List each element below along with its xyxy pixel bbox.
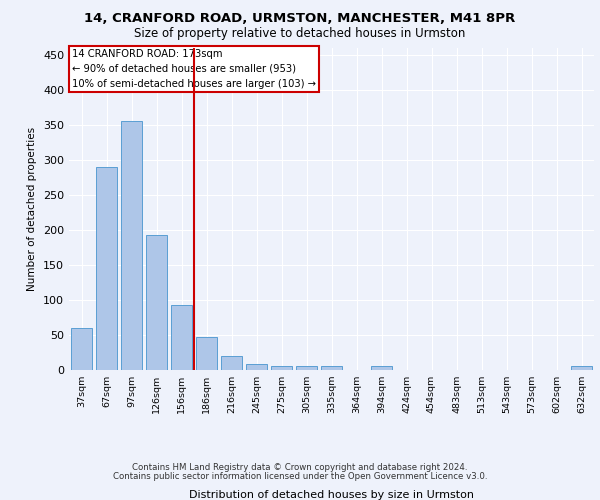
- Bar: [271, 366, 292, 370]
- Text: 14, CRANFORD ROAD, URMSTON, MANCHESTER, M41 8PR: 14, CRANFORD ROAD, URMSTON, MANCHESTER, …: [85, 12, 515, 26]
- Y-axis label: Number of detached properties: Number of detached properties: [28, 126, 37, 291]
- Text: Contains public sector information licensed under the Open Government Licence v3: Contains public sector information licen…: [113, 472, 487, 481]
- Bar: [246, 364, 267, 370]
- X-axis label: Distribution of detached houses by size in Urmston: Distribution of detached houses by size …: [189, 490, 474, 500]
- Bar: [196, 337, 217, 370]
- Bar: [96, 166, 117, 370]
- Text: 14 CRANFORD ROAD: 173sqm
← 90% of detached houses are smaller (953)
10% of semi-: 14 CRANFORD ROAD: 173sqm ← 90% of detach…: [71, 49, 316, 88]
- Bar: [171, 305, 192, 370]
- Bar: [146, 234, 167, 370]
- Bar: [221, 356, 242, 370]
- Bar: [371, 366, 392, 370]
- Bar: [121, 121, 142, 370]
- Bar: [296, 366, 317, 370]
- Bar: [571, 366, 592, 370]
- Text: Size of property relative to detached houses in Urmston: Size of property relative to detached ho…: [134, 28, 466, 40]
- Text: Contains HM Land Registry data © Crown copyright and database right 2024.: Contains HM Land Registry data © Crown c…: [132, 464, 468, 472]
- Bar: [71, 328, 92, 370]
- Bar: [321, 366, 342, 370]
